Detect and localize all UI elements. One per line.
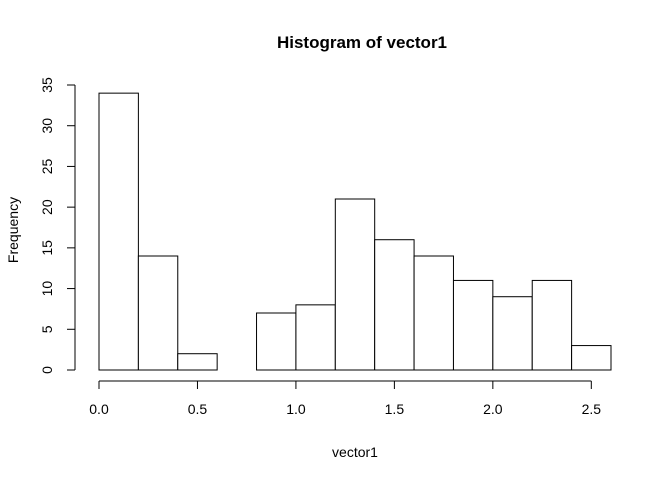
histogram-bar bbox=[492, 296, 533, 371]
histogram-bar bbox=[452, 279, 494, 371]
histogram-bar bbox=[137, 255, 179, 371]
histogram-bar bbox=[374, 239, 415, 371]
x-axis-label: vector1 bbox=[332, 444, 378, 460]
y-tick-label: 30 bbox=[39, 118, 55, 134]
y-tick-label: 35 bbox=[39, 77, 55, 93]
y-tick-label: 10 bbox=[39, 281, 55, 297]
x-axis: 0.0 0.5 1.0 1.5 2.0 2.5 bbox=[89, 380, 602, 417]
histogram-bar bbox=[256, 312, 297, 371]
y-tick-label: 0 bbox=[39, 366, 55, 374]
y-tick-label: 20 bbox=[39, 199, 55, 215]
histogram-bar bbox=[334, 198, 376, 371]
histogram-bar bbox=[177, 353, 218, 371]
y-tick-label: 5 bbox=[39, 325, 55, 333]
histogram-bar bbox=[413, 255, 454, 371]
histogram-bar bbox=[295, 304, 336, 371]
x-tick-label: 1.0 bbox=[286, 401, 306, 417]
y-axis: 0 5 10 15 20 25 30 35 bbox=[39, 77, 76, 374]
x-tick-label: 2.5 bbox=[582, 401, 602, 417]
x-tick-label: 0.5 bbox=[188, 401, 208, 417]
x-tick-label: 2.0 bbox=[483, 401, 503, 417]
x-tick-label: 1.5 bbox=[385, 401, 405, 417]
y-tick-label: 25 bbox=[39, 158, 55, 174]
y-tick-label: 15 bbox=[39, 240, 55, 256]
chart-title: Histogram of vector1 bbox=[277, 33, 447, 52]
histogram-bar bbox=[571, 345, 612, 371]
x-tick-label: 0.0 bbox=[89, 401, 109, 417]
histogram-bar bbox=[98, 92, 139, 371]
histogram-bar bbox=[531, 279, 573, 371]
y-axis-label: Frequency bbox=[5, 197, 21, 263]
bars-group bbox=[98, 92, 612, 371]
